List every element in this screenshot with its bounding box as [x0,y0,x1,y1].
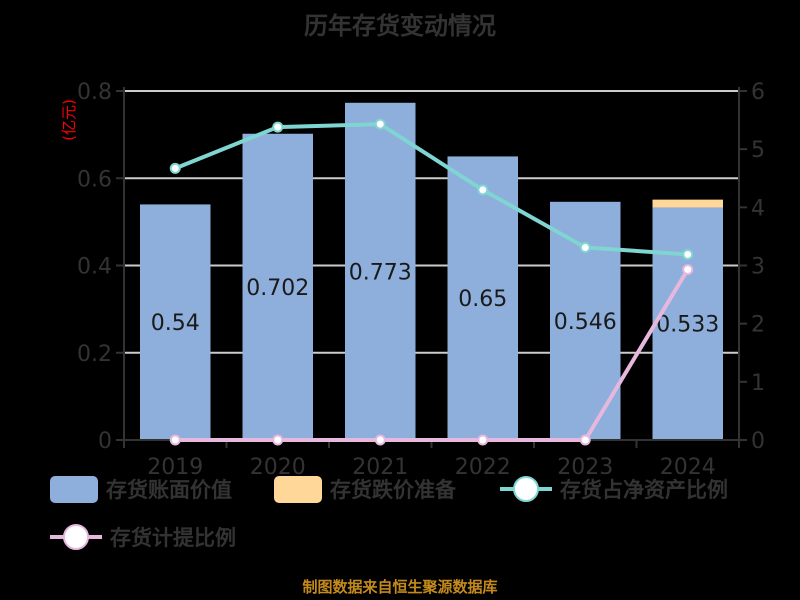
bar-value-label: 0.546 [554,310,617,335]
bar-book-value [242,133,313,440]
bar-impairment [652,199,723,208]
legend-item-book-value[interactable]: 存货账面价值 [50,474,232,504]
x-tick-label: 2024 [660,455,716,480]
legend-item-impairment[interactable]: 存货跌价准备 [274,474,456,504]
line-ratio-net-assets [174,122,688,257]
data-point [682,248,694,260]
y-tick-label: 0.2 [77,342,112,367]
x-tick-label: 2019 [147,455,203,480]
y-tick-label: 0.4 [77,255,112,280]
y2-tick-label: 0 [751,429,765,454]
y-axis-unit-label: (亿元) [60,99,78,141]
line-provision-ratio [175,268,690,442]
y-tick-label: 0 [98,429,112,454]
bar-value-label: 0.533 [656,313,719,338]
data-point [374,118,386,130]
data-point [682,264,694,276]
legend-swatch-impairment [274,475,322,503]
y-tick-label: 0.6 [77,167,112,192]
y-tick-label: 0.8 [77,80,112,105]
y2-tick-label: 4 [751,196,765,221]
data-point [477,434,489,446]
bar-book-value [652,207,723,440]
x-tick-label: 2022 [455,455,511,480]
bar-value-label: 0.702 [246,276,309,301]
data-point [169,162,181,174]
legend-line-icon [500,475,552,503]
data-point [272,434,284,446]
legend-label: 存货跌价准备 [330,478,456,502]
bar-value-label: 0.54 [151,311,200,336]
source-footer: 制图数据来自恒生聚源数据库 [302,578,498,596]
data-point [374,434,386,446]
bar-value-label: 0.65 [458,287,507,312]
legend-label: 存货占净资产比例 [560,478,728,502]
x-tick-label: 2023 [557,455,613,480]
legend-swatch-book-value [50,475,98,503]
legend-label: 存货计提比例 [110,526,236,550]
bar-book-value [140,204,211,440]
legend-item-provision-ratio[interactable]: 存货计提比例 [50,522,236,552]
y2-tick-label: 3 [751,255,765,280]
chart-title: 历年存货变动情况 [304,12,496,40]
legend-label: 存货账面价值 [106,478,232,502]
y2-tick-label: 1 [751,371,765,396]
y2-tick-label: 2 [751,313,765,338]
data-point [579,241,591,253]
data-point [169,434,181,446]
data-point [579,434,591,446]
legend-item-ratio-net-assets[interactable]: 存货占净资产比例 [500,474,728,504]
data-point [272,121,284,133]
legend-line-icon [50,523,102,551]
x-tick-label: 2021 [352,455,408,480]
y2-tick-label: 6 [751,80,765,105]
bar-value-label: 0.773 [349,260,412,285]
y2-tick-label: 5 [751,138,765,163]
data-point [477,184,489,196]
bar-book-value [345,102,416,440]
